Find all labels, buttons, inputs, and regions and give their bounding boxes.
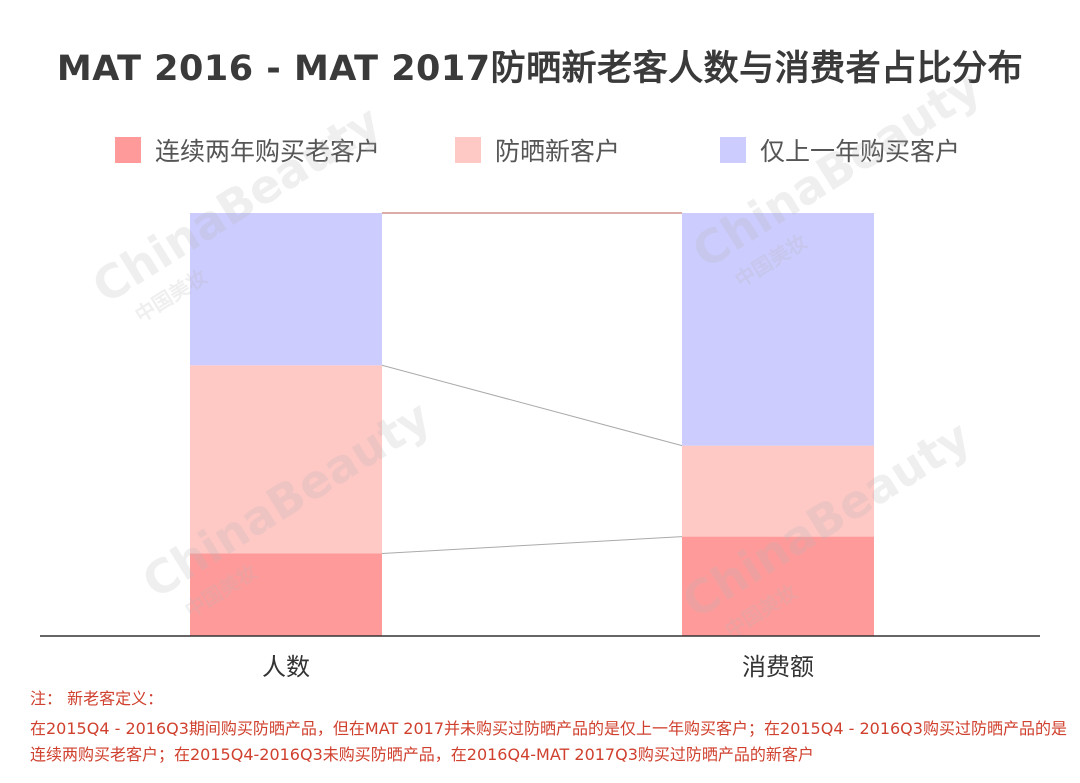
legend-item-lastyear: 仅上一年购买客户 (720, 132, 960, 168)
bar-segment-2-2 (682, 445, 874, 537)
connector-line (381, 536, 683, 555)
legend-swatch-new (455, 137, 481, 163)
chart-title: MAT 2016 - MAT 2017防晒新老客人数与消费者占比分布 (56, 49, 1024, 89)
x-tick-labels: 人数 消费额 (262, 653, 814, 681)
legend-swatch-returning (115, 137, 141, 163)
bar-segment-1-1 (190, 553, 382, 636)
legend: 连续两年购买老客户 防晒新客户 仅上一年购买客户 (0, 132, 1080, 172)
legend-swatch-lastyear (720, 137, 746, 163)
bar-segment-1-2 (190, 365, 382, 554)
note-title: 注： 新老客定义： (30, 689, 164, 708)
bar-segment-1-3 (190, 213, 382, 366)
legend-label-lastyear: 仅上一年购买客户 (760, 137, 961, 166)
x-tick-label: 人数 (262, 653, 310, 681)
legend-label-new: 防晒新客户 (495, 137, 621, 166)
note-body: 在2015Q4 - 2016Q3期间购买防晒产品，但在MAT 2017并未购买过… (30, 719, 1067, 764)
bars-group (190, 213, 874, 636)
legend-item-new: 防晒新客户 (455, 132, 620, 168)
legend-item-returning: 连续两年购买老客户 (115, 132, 380, 168)
legend-label-returning: 连续两年购买老客户 (155, 137, 381, 166)
connector-line (381, 364, 683, 447)
connectors-group (381, 212, 683, 555)
bar-segment-2-1 (682, 536, 874, 636)
bar-segment-2-3 (682, 213, 874, 446)
x-tick-label: 消费额 (742, 653, 814, 681)
